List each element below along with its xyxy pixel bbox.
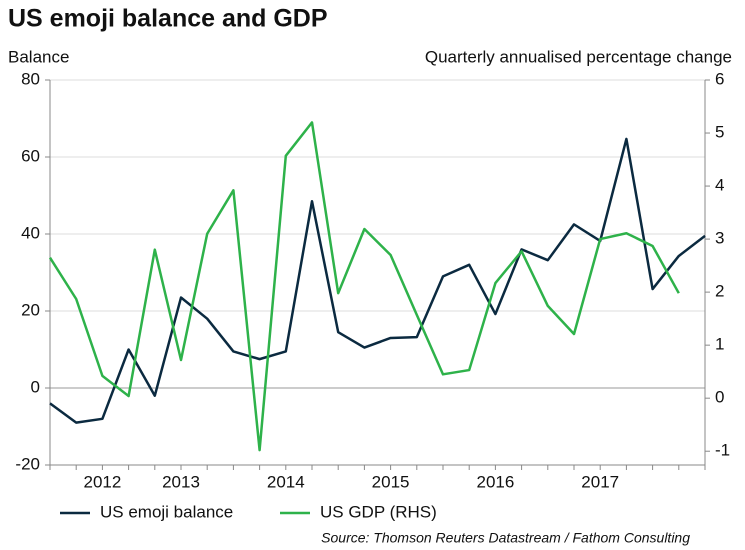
y-tick-label: 20 xyxy=(21,300,40,319)
x-tick-label: 2017 xyxy=(581,472,619,491)
y-tick-label: 60 xyxy=(21,146,40,165)
x-tick-label: 2016 xyxy=(476,472,514,491)
y-axis-label: Balance xyxy=(8,47,69,66)
x-tick-label: 2014 xyxy=(267,472,305,491)
y2-axis-label: Quarterly annualised percentage change xyxy=(425,47,732,66)
legend-label: US GDP (RHS) xyxy=(320,502,437,521)
y2-tick-label: -1 xyxy=(715,441,730,460)
chart-title: US emoji balance and GDP xyxy=(8,5,328,33)
series-line xyxy=(48,121,680,452)
y-tick-label: 80 xyxy=(21,69,40,88)
y-tick-label: -20 xyxy=(15,454,40,473)
x-tick-label: 2012 xyxy=(83,472,121,491)
legend-label: US emoji balance xyxy=(100,502,233,521)
y2-tick-label: 3 xyxy=(715,229,724,248)
y-tick-label: 0 xyxy=(31,377,40,396)
y-tick-label: 40 xyxy=(21,223,40,242)
x-tick-label: 2015 xyxy=(372,472,410,491)
y2-tick-label: 4 xyxy=(715,176,724,195)
y2-tick-label: 1 xyxy=(715,335,724,354)
y2-tick-label: 2 xyxy=(715,282,724,301)
y2-tick-label: 5 xyxy=(715,123,724,142)
x-tick-label: 2013 xyxy=(162,472,200,491)
source-note: Source: Thomson Reuters Datastream / Fat… xyxy=(321,530,690,546)
y2-tick-label: 0 xyxy=(715,388,724,407)
y2-tick-label: 6 xyxy=(715,69,724,88)
series-line xyxy=(49,137,706,424)
